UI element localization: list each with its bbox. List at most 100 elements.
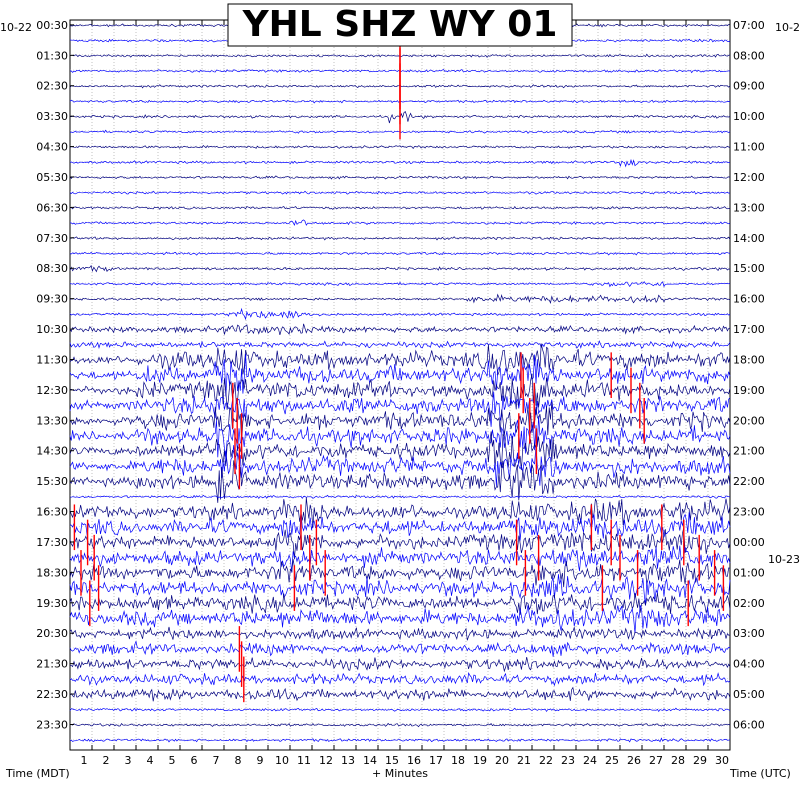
right-time-label: 15:00 — [733, 262, 765, 275]
left-date-label: 10-22 — [0, 21, 32, 34]
right-time-labels: 07:00 08:00 09:00 10:00 11:00 12:00 13:00 14:00… — [733, 19, 765, 732]
x-tick-label: 2 — [103, 754, 110, 767]
x-tick-label: 28 — [671, 754, 685, 767]
right-time-label: 13:00 — [733, 201, 765, 214]
left-time-label: 06:30 — [36, 201, 68, 214]
trace-row — [69, 251, 731, 256]
right-time-label: 20:00 — [733, 414, 765, 427]
right-time-label: 11:00 — [733, 141, 765, 154]
right-time-label: 05:00 — [733, 688, 765, 701]
x-tick-labels: 1 2 3 4 5 6 7 8 9 10 11 12 13 14 15 16 17 18 19 20 21 22 23 24 2… — [81, 754, 730, 767]
trace-row — [69, 415, 731, 458]
left-time-label: 04:30 — [36, 141, 68, 154]
x-tick-label: 4 — [147, 754, 154, 767]
left-time-labels: 00:30 01:30 02:30 03:30 04:30 05:30 06:30 07:30… — [36, 19, 74, 731]
right-time-label: 14:00 — [733, 232, 765, 245]
trace-row — [69, 497, 731, 528]
left-time-label: 03:30 — [36, 110, 68, 123]
trace-row — [69, 205, 731, 210]
left-time-label: 18:30 — [36, 566, 68, 579]
trace-row — [69, 343, 731, 376]
left-time-label: 22:30 — [36, 688, 68, 701]
trace-row — [69, 236, 731, 241]
x-tick-label: 16 — [407, 754, 421, 767]
right-time-label: 09:00 — [733, 80, 765, 93]
left-time-label: 19:30 — [36, 597, 68, 610]
x-tick-label: 6 — [191, 754, 198, 767]
left-time-label: 01:30 — [36, 49, 68, 62]
x-tick-label: 26 — [627, 754, 641, 767]
left-time-label: 15:30 — [36, 475, 68, 488]
left-time-label: 17:30 — [36, 536, 68, 549]
x-tick-label: 30 — [715, 754, 729, 767]
x-tick-label: 3 — [125, 754, 132, 767]
trace-row — [69, 373, 731, 410]
left-time-label: 07:30 — [36, 232, 68, 245]
trace-row — [69, 323, 731, 335]
x-tick-label: 21 — [517, 754, 531, 767]
right-axis-label: Time (UTC) — [729, 767, 791, 780]
x-tick-label: 5 — [169, 754, 176, 767]
x-tick-label: 19 — [473, 754, 487, 767]
trace-row — [69, 293, 731, 305]
trace-row — [69, 281, 731, 288]
trace-row — [69, 219, 731, 227]
trace-row — [69, 672, 731, 687]
right-date-label-mid: 10-23 — [768, 553, 800, 566]
right-date-label-top: 10-2 — [775, 21, 800, 34]
left-time-label: 16:30 — [36, 506, 68, 519]
left-time-label: 20:30 — [36, 627, 68, 640]
x-tick-label: 8 — [235, 754, 242, 767]
x-tick-label: 12 — [319, 754, 333, 767]
trace-row — [69, 175, 731, 180]
trace-row — [69, 158, 731, 168]
left-time-label: 00:30 — [36, 19, 68, 32]
x-tick-label: 7 — [213, 754, 220, 767]
trace-row — [69, 640, 731, 657]
right-time-label: 01:00 — [733, 566, 765, 579]
trace-row — [69, 626, 731, 641]
left-time-label: 12:30 — [36, 384, 68, 397]
x-tick-label: 1 — [81, 754, 88, 767]
trace-row — [69, 686, 731, 702]
trace-row — [69, 190, 731, 195]
x-tick-label: 14 — [363, 754, 377, 767]
trace-row — [69, 391, 731, 427]
x-tick-label: 22 — [539, 754, 553, 767]
left-time-label: 09:30 — [36, 293, 68, 306]
right-time-label: 22:00 — [733, 475, 765, 488]
trace-row — [69, 737, 731, 743]
left-time-label: 02:30 — [36, 80, 68, 93]
right-time-label: 03:00 — [733, 627, 765, 640]
clipped-segments — [73, 33, 725, 703]
trace-row — [69, 445, 731, 487]
x-tick-label: 23 — [561, 754, 575, 767]
x-tick-label: 11 — [297, 754, 311, 767]
right-time-label: 16:00 — [733, 293, 765, 306]
x-axis-label: + Minutes — [372, 767, 428, 780]
trace-row — [69, 144, 731, 150]
right-time-label: 19:00 — [733, 384, 765, 397]
left-axis-label: Time (MDT) — [5, 767, 70, 780]
trace-row — [69, 340, 731, 350]
x-tick-label: 13 — [341, 754, 355, 767]
chart-title: YHL SHZ WY 01 — [242, 4, 558, 45]
trace-row — [69, 574, 731, 606]
left-time-label: 05:30 — [36, 171, 68, 184]
trace-row — [69, 401, 731, 443]
right-time-label: 07:00 — [733, 19, 765, 32]
right-time-label: 12:00 — [733, 171, 765, 184]
right-time-label: 06:00 — [733, 718, 765, 731]
left-time-label: 23:30 — [36, 718, 68, 731]
trace-row — [69, 707, 731, 713]
trace-row — [69, 353, 731, 397]
right-time-label: 04:00 — [733, 658, 765, 671]
left-time-label: 13:30 — [36, 414, 68, 427]
trace-row — [69, 431, 731, 471]
trace-row — [69, 460, 731, 503]
left-time-label: 21:30 — [36, 658, 68, 671]
title-box — [227, 3, 573, 47]
trace-row — [69, 264, 731, 273]
